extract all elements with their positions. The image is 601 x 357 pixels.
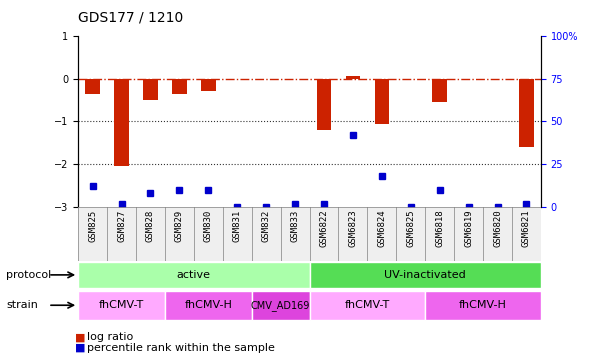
Bar — [114, 79, 129, 166]
Text: fhCMV-H: fhCMV-H — [185, 300, 232, 310]
Text: CMV_AD169: CMV_AD169 — [251, 300, 310, 311]
Bar — [172, 79, 186, 94]
Text: GSM6824: GSM6824 — [377, 210, 386, 247]
Text: GSM833: GSM833 — [290, 210, 299, 242]
Text: GSM6823: GSM6823 — [349, 210, 358, 247]
Bar — [396, 207, 426, 261]
Bar — [85, 79, 100, 94]
Bar — [136, 207, 165, 261]
Text: strain: strain — [6, 300, 38, 310]
FancyBboxPatch shape — [310, 262, 541, 288]
FancyBboxPatch shape — [78, 262, 310, 288]
Text: GSM6820: GSM6820 — [493, 210, 502, 247]
Bar — [454, 207, 483, 261]
Text: percentile rank within the sample: percentile rank within the sample — [87, 343, 275, 353]
Text: ■: ■ — [75, 343, 85, 353]
Text: fhCMV-T: fhCMV-T — [345, 300, 390, 310]
Text: GSM6821: GSM6821 — [522, 210, 531, 247]
Text: GSM827: GSM827 — [117, 210, 126, 242]
Text: GDS177 / 1210: GDS177 / 1210 — [78, 11, 183, 25]
FancyBboxPatch shape — [426, 291, 541, 320]
Bar — [374, 79, 389, 124]
Text: fhCMV-H: fhCMV-H — [459, 300, 507, 310]
Bar — [252, 207, 281, 261]
Bar — [281, 207, 310, 261]
Bar — [426, 207, 454, 261]
Text: GSM6825: GSM6825 — [406, 210, 415, 247]
Bar — [201, 79, 216, 91]
Text: log ratio: log ratio — [87, 332, 133, 342]
Bar — [346, 76, 360, 79]
Text: GSM825: GSM825 — [88, 210, 97, 242]
Text: GSM831: GSM831 — [233, 210, 242, 242]
Bar — [165, 207, 194, 261]
Text: fhCMV-T: fhCMV-T — [99, 300, 144, 310]
Text: GSM6819: GSM6819 — [464, 210, 473, 247]
Text: UV-inactivated: UV-inactivated — [384, 270, 466, 280]
Bar — [512, 207, 541, 261]
Text: GSM829: GSM829 — [175, 210, 184, 242]
Text: protocol: protocol — [6, 270, 51, 280]
Bar — [317, 79, 331, 130]
Text: GSM6818: GSM6818 — [435, 210, 444, 247]
Text: GSM828: GSM828 — [146, 210, 155, 242]
Text: GSM832: GSM832 — [261, 210, 270, 242]
Bar — [310, 207, 338, 261]
Bar — [143, 79, 157, 100]
Bar — [367, 207, 396, 261]
FancyBboxPatch shape — [165, 291, 252, 320]
Bar — [78, 207, 107, 261]
FancyBboxPatch shape — [252, 291, 310, 320]
Bar — [338, 207, 367, 261]
Bar — [483, 207, 512, 261]
Text: ■: ■ — [75, 332, 85, 342]
Bar — [433, 79, 447, 102]
Bar — [194, 207, 223, 261]
Text: GSM6822: GSM6822 — [320, 210, 329, 247]
FancyBboxPatch shape — [78, 291, 165, 320]
Text: active: active — [177, 270, 211, 280]
Bar — [107, 207, 136, 261]
Bar — [223, 207, 252, 261]
Text: GSM830: GSM830 — [204, 210, 213, 242]
FancyBboxPatch shape — [310, 291, 426, 320]
Bar — [519, 79, 534, 147]
